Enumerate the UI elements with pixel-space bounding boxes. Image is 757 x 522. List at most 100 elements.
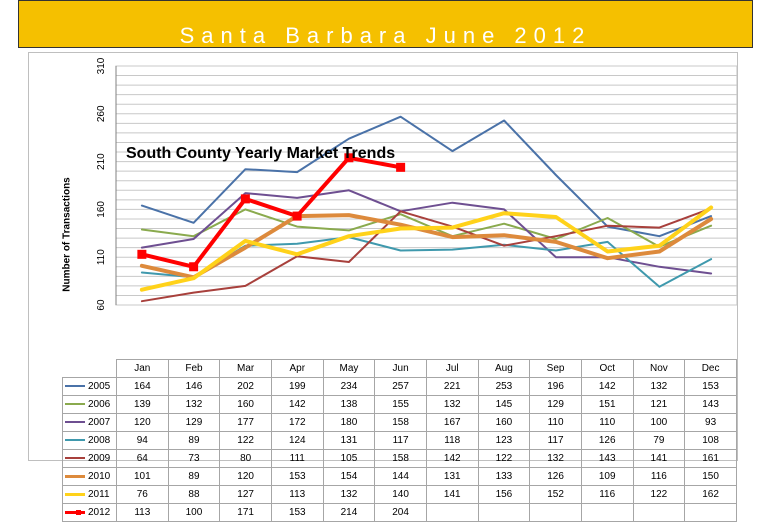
- data-table: Jan Feb Mar Apr May Jun Jul Aug Sep Oct Nov Dec 2005…: [62, 359, 737, 522]
- data-label: 234: [322, 377, 376, 396]
- table-corner: [62, 359, 117, 378]
- data-point-2012: [344, 153, 354, 163]
- y-axis-label: Number of Transactions: [61, 177, 73, 292]
- series-name: 2009: [88, 453, 111, 464]
- data-point-2012: [240, 194, 250, 204]
- table-row: 2005 164 146 202 199 234 257 221 253 196 142 132 153: [62, 377, 737, 396]
- data-label: 126: [580, 431, 634, 450]
- data-label: 202: [219, 377, 272, 396]
- legend-entry-2008: 2008: [62, 431, 117, 450]
- data-label: 94: [115, 431, 169, 450]
- data-label: 167: [425, 413, 479, 432]
- data-label: 89: [167, 467, 221, 486]
- table-row: 2011 76 88 127 113 132 140 141 156 152 116 122 162: [62, 485, 737, 504]
- table-row: 2012 113 100 171 153 214 204: [62, 503, 737, 522]
- y-tick-label: 110: [96, 249, 107, 265]
- legend-key: [65, 457, 85, 460]
- table-row: 2008 94 89 122 124 131 117 118 123 117 126 79 108: [62, 431, 737, 450]
- legend-key: [65, 510, 85, 514]
- x-tick-label: Sep: [529, 359, 582, 378]
- data-label: 161: [684, 449, 737, 468]
- y-tick-label: 160: [96, 201, 107, 218]
- data-label: [684, 503, 737, 522]
- data-label: 146: [167, 377, 221, 396]
- data-label: 162: [684, 485, 737, 504]
- legend-key: [65, 421, 85, 424]
- data-label: 153: [270, 503, 324, 522]
- series-line-2010: [139, 213, 714, 280]
- data-label: 89: [167, 431, 221, 450]
- data-label: 105: [322, 449, 376, 468]
- data-label: 139: [115, 395, 169, 414]
- data-label: 132: [167, 395, 221, 414]
- legend-entry-2012: 2012: [62, 503, 117, 522]
- data-label: [529, 503, 582, 522]
- series-line-2012: [139, 155, 403, 269]
- banner: Santa Barbara June 2012: [18, 0, 753, 48]
- series-name: 2008: [88, 435, 111, 446]
- data-label: 140: [374, 485, 427, 504]
- data-label: 76: [115, 485, 169, 504]
- legend-entry-2006: 2006: [62, 395, 117, 414]
- data-label: 131: [322, 431, 376, 450]
- line-chart: 60 110 160 210 260 310: [96, 57, 738, 311]
- legend-entry-2011: 2011: [62, 485, 117, 504]
- data-label: 151: [580, 395, 634, 414]
- chart-title: South County Yearly Market Trends: [126, 145, 396, 162]
- data-label: 138: [322, 395, 376, 414]
- data-label: 123: [477, 431, 531, 450]
- table-header-row: Jan Feb Mar Apr May Jun Jul Aug Sep Oct Nov Dec: [62, 359, 737, 378]
- data-label: 196: [529, 377, 582, 396]
- data-point-2012: [137, 249, 147, 259]
- legend-key: [65, 385, 85, 388]
- x-tick-label: Jan: [115, 359, 169, 378]
- legend-entry-2010: 2010: [62, 467, 117, 486]
- data-label: 120: [219, 467, 272, 486]
- data-label: 143: [684, 395, 737, 414]
- data-label: 131: [425, 467, 479, 486]
- data-label: 108: [684, 431, 737, 450]
- data-label: 142: [580, 377, 634, 396]
- data-label: 116: [632, 467, 686, 486]
- y-tick-label: 210: [96, 153, 107, 170]
- data-label: 180: [322, 413, 376, 432]
- data-label: 253: [477, 377, 531, 396]
- data-label: 120: [115, 413, 169, 432]
- data-label: 113: [270, 485, 324, 504]
- series-line-2011: [139, 205, 714, 292]
- data-label: 116: [580, 485, 634, 504]
- data-label: 171: [219, 503, 272, 522]
- data-label: 160: [477, 413, 531, 432]
- data-label: 122: [632, 485, 686, 504]
- data-label: 142: [425, 449, 479, 468]
- x-tick-label: Apr: [270, 359, 324, 378]
- x-tick-label: Dec: [684, 359, 737, 378]
- data-label: [425, 503, 479, 522]
- data-point-2012: [396, 162, 406, 172]
- data-label: 153: [270, 467, 324, 486]
- series-name: 2007: [88, 417, 111, 428]
- series-line-2005: [140, 115, 713, 238]
- data-label: [477, 503, 531, 522]
- data-label: 132: [425, 395, 479, 414]
- y-tick-label: 60: [96, 299, 107, 311]
- data-label: 143: [580, 449, 634, 468]
- data-label: 126: [529, 467, 582, 486]
- data-label: 152: [529, 485, 582, 504]
- series-name: 2010: [88, 471, 111, 482]
- data-label: 73: [167, 449, 221, 468]
- data-label: 155: [374, 395, 427, 414]
- data-label: 142: [270, 395, 324, 414]
- data-label: 109: [580, 467, 634, 486]
- y-tick-label: 260: [96, 105, 107, 122]
- legend-entry-2007: 2007: [62, 413, 117, 432]
- data-label: 221: [425, 377, 479, 396]
- legend-entry-2009: 2009: [62, 449, 117, 468]
- data-label: 172: [270, 413, 324, 432]
- chart-frame: 60 110 160 210 260 310 Number of Transactions…: [28, 52, 738, 522]
- data-label: 122: [219, 431, 272, 450]
- data-label: [580, 503, 634, 522]
- data-label: 160: [219, 395, 272, 414]
- data-label: 154: [322, 467, 376, 486]
- legend-key: [65, 474, 85, 478]
